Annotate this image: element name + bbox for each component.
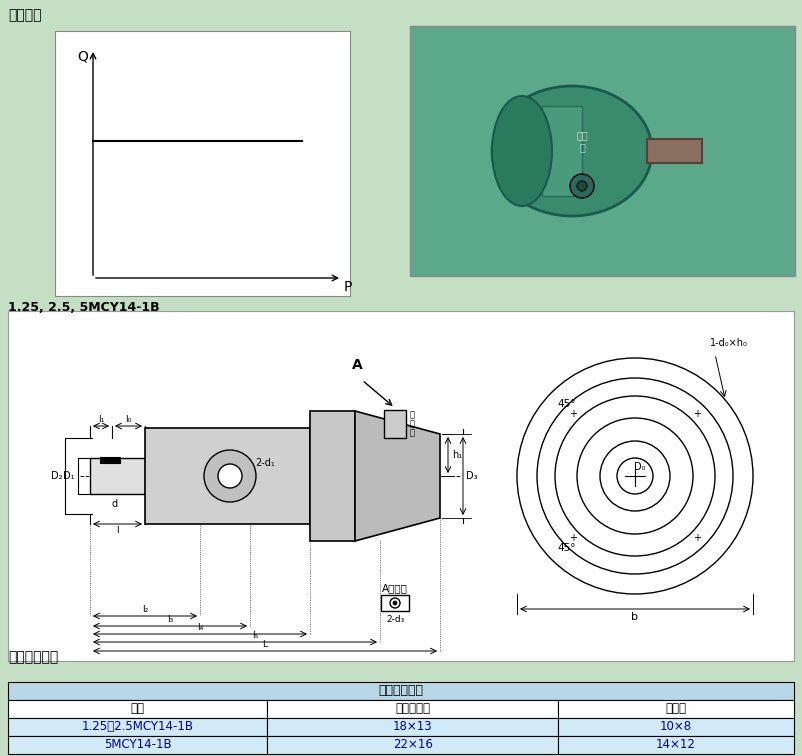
Text: P: P: [344, 280, 352, 294]
Circle shape: [390, 598, 400, 608]
Bar: [267, 700, 558, 718]
Text: 进出口油管: 进出口油管: [395, 702, 431, 715]
Text: l₂: l₂: [142, 605, 148, 614]
Text: 18×13: 18×13: [393, 720, 432, 733]
Text: 45°: 45°: [557, 543, 577, 553]
Bar: [8, 311, 794, 661]
Circle shape: [570, 174, 594, 198]
Text: 10×8: 10×8: [660, 720, 692, 733]
Text: D₂: D₂: [51, 471, 62, 481]
Bar: [8, 736, 267, 754]
Text: A向视图: A向视图: [382, 583, 408, 593]
Bar: [381, 595, 409, 611]
Text: Q: Q: [78, 49, 88, 63]
Circle shape: [393, 601, 397, 605]
Circle shape: [577, 181, 587, 191]
Text: 2-d₃: 2-d₃: [386, 615, 404, 624]
Ellipse shape: [492, 86, 652, 216]
Text: +: +: [569, 409, 577, 419]
Bar: [384, 410, 406, 438]
Text: 14×12: 14×12: [656, 739, 696, 751]
Bar: [647, 139, 702, 163]
Text: 接
油
口: 接 油 口: [410, 410, 415, 437]
Bar: [542, 106, 582, 196]
Bar: [267, 718, 558, 736]
Bar: [8, 700, 267, 718]
Bar: [310, 411, 355, 541]
Bar: [55, 31, 350, 296]
Text: l₃: l₃: [167, 615, 173, 624]
Bar: [8, 718, 267, 736]
Text: 规格: 规格: [131, 702, 144, 715]
Text: d: d: [112, 499, 118, 509]
Text: b: b: [631, 612, 638, 622]
Polygon shape: [355, 411, 440, 541]
Text: 1.25、2.5MCY14-1B: 1.25、2.5MCY14-1B: [82, 720, 194, 733]
Ellipse shape: [492, 96, 552, 206]
Text: A: A: [351, 358, 363, 372]
Text: 油压
泵: 油压 泵: [576, 130, 588, 152]
Text: 推荐管道尺寸: 推荐管道尺寸: [8, 650, 59, 664]
Text: D₀: D₀: [634, 462, 646, 472]
Bar: [267, 736, 558, 754]
Bar: [145, 428, 310, 524]
Text: 1.25, 2.5, 5MCY14-1B: 1.25, 2.5, 5MCY14-1B: [8, 301, 160, 314]
Text: 回油口: 回油口: [666, 702, 687, 715]
Bar: [100, 457, 120, 463]
Bar: [90, 458, 145, 494]
Text: 22×16: 22×16: [393, 739, 433, 751]
Text: 2-d₁: 2-d₁: [255, 458, 275, 468]
Text: +: +: [693, 533, 701, 544]
Text: L: L: [262, 640, 268, 649]
Text: 5MCY14-1B: 5MCY14-1B: [104, 739, 172, 751]
Bar: [410, 26, 795, 276]
Text: 45°: 45°: [557, 399, 577, 409]
Text: D₃: D₃: [466, 471, 478, 481]
Bar: [8, 682, 794, 700]
Text: l₁: l₁: [98, 415, 104, 424]
Text: +: +: [569, 533, 577, 544]
Circle shape: [204, 450, 256, 502]
Text: 1-d₀×h₀: 1-d₀×h₀: [710, 338, 748, 348]
Text: l₄: l₄: [196, 623, 203, 632]
Text: l: l: [116, 526, 119, 535]
Text: +: +: [693, 409, 701, 419]
Text: l₅: l₅: [252, 631, 258, 640]
Text: 推荐管道尺寸: 推荐管道尺寸: [379, 684, 423, 698]
Text: 特性曲线: 特性曲线: [8, 8, 42, 22]
Text: D₁: D₁: [63, 471, 75, 481]
Bar: [558, 736, 794, 754]
Text: l₀: l₀: [125, 415, 132, 424]
Text: h₁: h₁: [452, 450, 462, 460]
Bar: [558, 700, 794, 718]
Bar: [558, 718, 794, 736]
Circle shape: [218, 464, 242, 488]
